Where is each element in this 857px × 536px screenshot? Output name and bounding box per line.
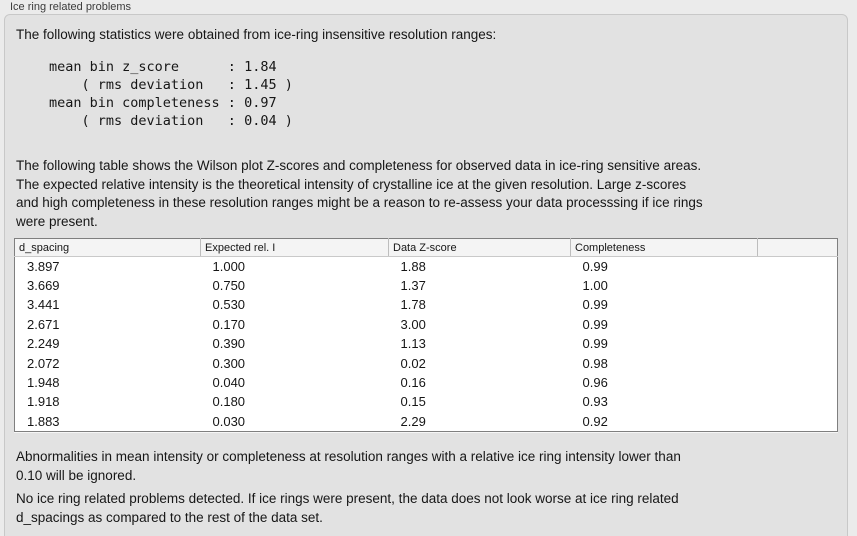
table-cell: 1.883 [27, 413, 60, 429]
table-cell: 3.897 [27, 258, 60, 274]
table-header-row: d_spacing Expected rel. I Data Z-score C… [14, 238, 838, 257]
table-cell: 2.249 [27, 336, 60, 352]
table-body: 3.897 1.000 1.88 0.99 3.669 0.750 1.37 1.00 3.44… [15, 257, 838, 432]
table-row[interactable]: 2.072 0.300 0.02 0.98 [15, 353, 838, 372]
table-row[interactable]: 2.249 0.390 1.13 0.99 [15, 334, 838, 353]
table-cell: 1.948 [27, 375, 60, 391]
column-header-expected-rel-i[interactable]: Expected rel. I [200, 238, 389, 257]
ignore-note-text: Abnormalities in mean intensity or compl… [16, 449, 681, 483]
group-box-title: Ice ring related problems [10, 1, 132, 13]
table-cell [758, 353, 838, 372]
table-row[interactable]: 1.883 0.030 2.29 0.92 [15, 412, 838, 431]
table-cell: 0.030 [212, 413, 246, 429]
table-row[interactable]: 3.441 0.530 1.78 0.99 [15, 295, 838, 314]
table-cell: 3.00 [400, 316, 426, 332]
table-intro-text: The following table shows the Wilson plo… [16, 158, 703, 229]
table-cell: 0.040 [212, 375, 246, 391]
column-header-d-spacing[interactable]: d_spacing [14, 238, 201, 257]
table-cell [758, 412, 838, 431]
table-cell: 0.02 [400, 355, 426, 371]
column-header-empty[interactable] [757, 238, 838, 257]
table-cell: 2.072 [27, 355, 60, 371]
table-cell: 0.99 [582, 297, 608, 313]
table-cell: 2.671 [27, 316, 60, 332]
table-cell [758, 334, 838, 353]
table-cell: 0.15 [400, 394, 426, 410]
table-cell: 1.00 [582, 278, 608, 294]
table-cell: 3.669 [27, 278, 60, 294]
table-cell: 1.918 [27, 394, 60, 410]
table-cell: 1.13 [400, 336, 426, 352]
stats-values-block: mean bin z_score : 1.84 ( rms deviation … [49, 59, 293, 129]
table-cell: 1.78 [400, 297, 426, 313]
table-row[interactable]: 3.669 0.750 1.37 1.00 [15, 276, 838, 295]
table-cell: 0.99 [582, 336, 608, 352]
table-row[interactable]: 3.897 1.000 1.88 0.99 [15, 257, 838, 276]
table-cell: 0.99 [582, 258, 608, 274]
conclusion-text: No ice ring related problems detected. I… [16, 491, 679, 525]
table-cell: 0.390 [212, 336, 246, 352]
table-cell [758, 392, 838, 411]
table-cell: 0.750 [212, 278, 246, 294]
table-cell: 1.37 [400, 278, 426, 294]
table-cell: 0.98 [582, 355, 608, 371]
table-cell: 1.000 [212, 258, 246, 274]
table-row[interactable]: 1.918 0.180 0.15 0.93 [15, 392, 838, 411]
table-cell [758, 276, 838, 295]
table-cell [758, 373, 838, 392]
table-cell: 1.88 [400, 258, 426, 274]
column-header-completeness[interactable]: Completeness [570, 238, 758, 257]
table-cell: 0.92 [582, 413, 608, 429]
table-row[interactable]: 1.948 0.040 0.16 0.96 [15, 373, 838, 392]
table-cell: 0.170 [212, 316, 246, 332]
ice-ring-table: d_spacing Expected rel. I Data Z-score C… [14, 238, 838, 432]
ice-ring-group-box: The following statistics were obtained f… [4, 14, 848, 536]
table-cell [758, 315, 838, 334]
table-cell [758, 257, 838, 276]
table-cell: 0.530 [212, 297, 246, 313]
table-cell: 0.180 [212, 394, 246, 410]
table-cell: 0.93 [582, 394, 608, 410]
table-cell: 0.96 [582, 375, 608, 391]
stats-intro-text: The following statistics were obtained f… [16, 27, 497, 42]
column-header-data-z-score[interactable]: Data Z-score [388, 238, 571, 257]
table-cell [758, 295, 838, 314]
table-cell: 0.300 [212, 355, 246, 371]
table-cell: 3.441 [27, 297, 60, 313]
table-cell: 0.99 [582, 316, 608, 332]
table-row[interactable]: 2.671 0.170 3.00 0.99 [15, 315, 838, 334]
table-cell: 2.29 [400, 413, 426, 429]
table-cell: 0.16 [400, 375, 426, 391]
